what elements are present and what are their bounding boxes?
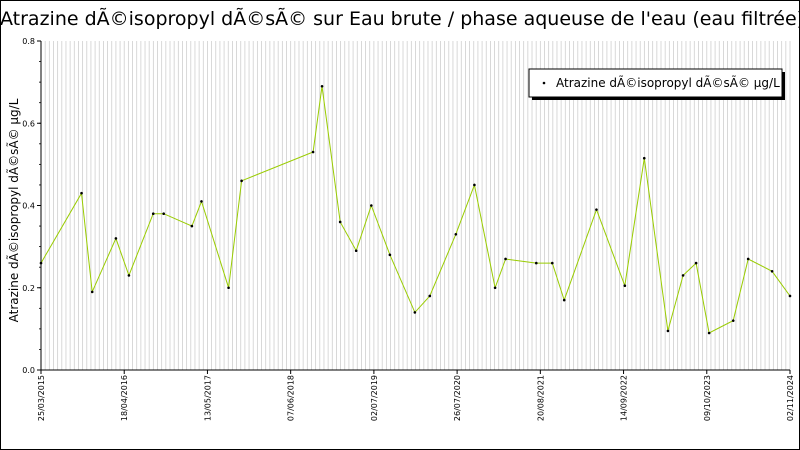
data-point bbox=[240, 179, 243, 183]
data-point bbox=[114, 237, 118, 240]
data-point bbox=[707, 331, 711, 335]
data-point bbox=[320, 84, 324, 88]
y-tick-label: 0.4 bbox=[22, 202, 35, 211]
data-point bbox=[428, 294, 432, 298]
legend-box bbox=[528, 68, 783, 98]
data-point bbox=[354, 249, 358, 253]
data-point bbox=[127, 274, 131, 277]
data-point bbox=[550, 261, 554, 265]
y-tick-label: 0.0 bbox=[22, 366, 35, 375]
x-tick-label: 02/11/2024 bbox=[786, 375, 795, 421]
data-point bbox=[413, 311, 417, 314]
data-point bbox=[746, 257, 750, 261]
data-point bbox=[227, 286, 230, 290]
series bbox=[39, 84, 792, 335]
data-point bbox=[534, 261, 538, 265]
data-point bbox=[681, 274, 685, 277]
data-point bbox=[770, 270, 774, 273]
data-point bbox=[731, 319, 735, 322]
chart-title: Atrazine dÃ©isopropyl dÃ©sÃ© sur Eau bru… bbox=[0, 8, 800, 30]
x-tick-label: 18/04/2016 bbox=[120, 375, 129, 421]
legend-entry: Atrazine dÃ©isopropyl dÃ©sÃ© µg/L bbox=[556, 75, 780, 90]
data-point bbox=[623, 284, 627, 287]
y-axis-label: Atrazine dÃ©isopropyl dÃ©sÃ© µg/L bbox=[6, 98, 21, 322]
y-tick-label: 0.8 bbox=[22, 37, 35, 46]
data-point bbox=[473, 183, 476, 187]
data-point bbox=[370, 204, 373, 207]
x-tick-label: 09/10/2023 bbox=[703, 375, 712, 421]
x-tick-label: 20/08/2021 bbox=[536, 375, 545, 421]
legend-marker bbox=[542, 81, 546, 85]
data-point bbox=[90, 290, 94, 294]
x-tick-label: 13/05/2017 bbox=[203, 375, 212, 421]
data-point bbox=[788, 294, 792, 298]
data-point bbox=[388, 253, 392, 257]
data-point bbox=[311, 150, 315, 154]
x-ticks: 25/03/2015 18/04/2016 13/05/2017 07/06/2018… bbox=[37, 370, 795, 421]
data-point bbox=[190, 224, 194, 228]
data-point bbox=[504, 257, 507, 261]
data-point bbox=[80, 191, 83, 195]
data-point bbox=[595, 208, 598, 211]
x-tick-label: 26/07/2020 bbox=[453, 375, 462, 421]
data-point bbox=[694, 261, 698, 265]
data-point bbox=[562, 298, 566, 302]
y-tick-label: 0.6 bbox=[22, 119, 35, 128]
legend: Atrazine dÃ©isopropyl dÃ©sÃ© µg/L bbox=[528, 68, 785, 100]
data-point bbox=[642, 156, 646, 160]
x-tick-label: 07/06/2018 bbox=[287, 375, 296, 421]
data-point bbox=[162, 212, 165, 216]
y-tick-label: 0.2 bbox=[22, 284, 35, 293]
data-point bbox=[666, 329, 670, 333]
y-ticks: 0.0 0.2 0.4 0.6 0.8 bbox=[22, 37, 41, 375]
data-point bbox=[200, 200, 203, 203]
data-point bbox=[454, 232, 458, 236]
grid-lines bbox=[40, 41, 791, 370]
data-point bbox=[39, 261, 43, 265]
data-point bbox=[338, 220, 342, 224]
x-tick-label: 02/07/2019 bbox=[370, 375, 379, 421]
data-point bbox=[151, 212, 155, 216]
x-tick-label: 25/03/2015 bbox=[37, 375, 46, 421]
x-tick-label: 14/09/2022 bbox=[620, 375, 629, 421]
data-point bbox=[493, 286, 497, 290]
